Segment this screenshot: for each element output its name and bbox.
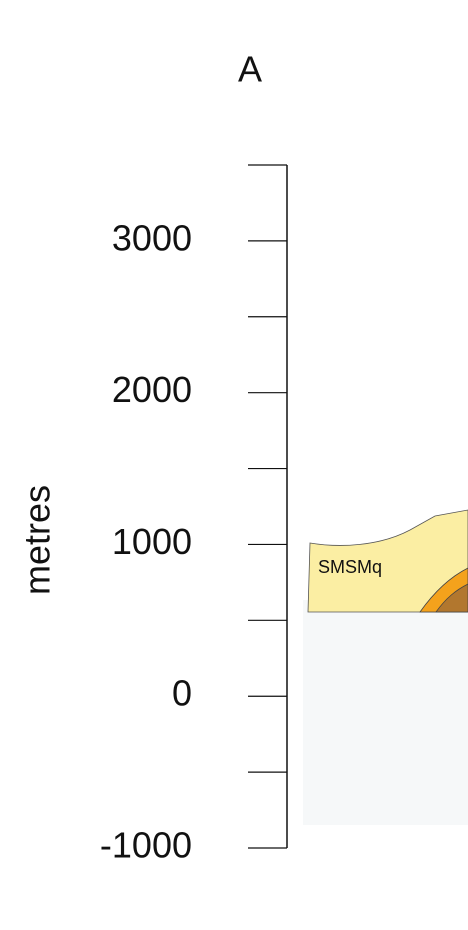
unit-label: SMSMq: [318, 557, 382, 577]
section-label: A: [238, 49, 262, 90]
tick-label: 2000: [112, 369, 192, 410]
tick-label: 0: [172, 673, 192, 714]
tick-label: -1000: [100, 825, 192, 866]
axis-label: metres: [17, 485, 58, 595]
page: A metres SMSMq -10000100020003000 (() =>…: [0, 0, 468, 925]
tick-label: 3000: [112, 217, 192, 258]
cross-section: A metres SMSMq -1000 0 1000 2000 3000: [0, 0, 468, 925]
tick-label: 1000: [112, 521, 192, 562]
section-background: [303, 600, 468, 825]
